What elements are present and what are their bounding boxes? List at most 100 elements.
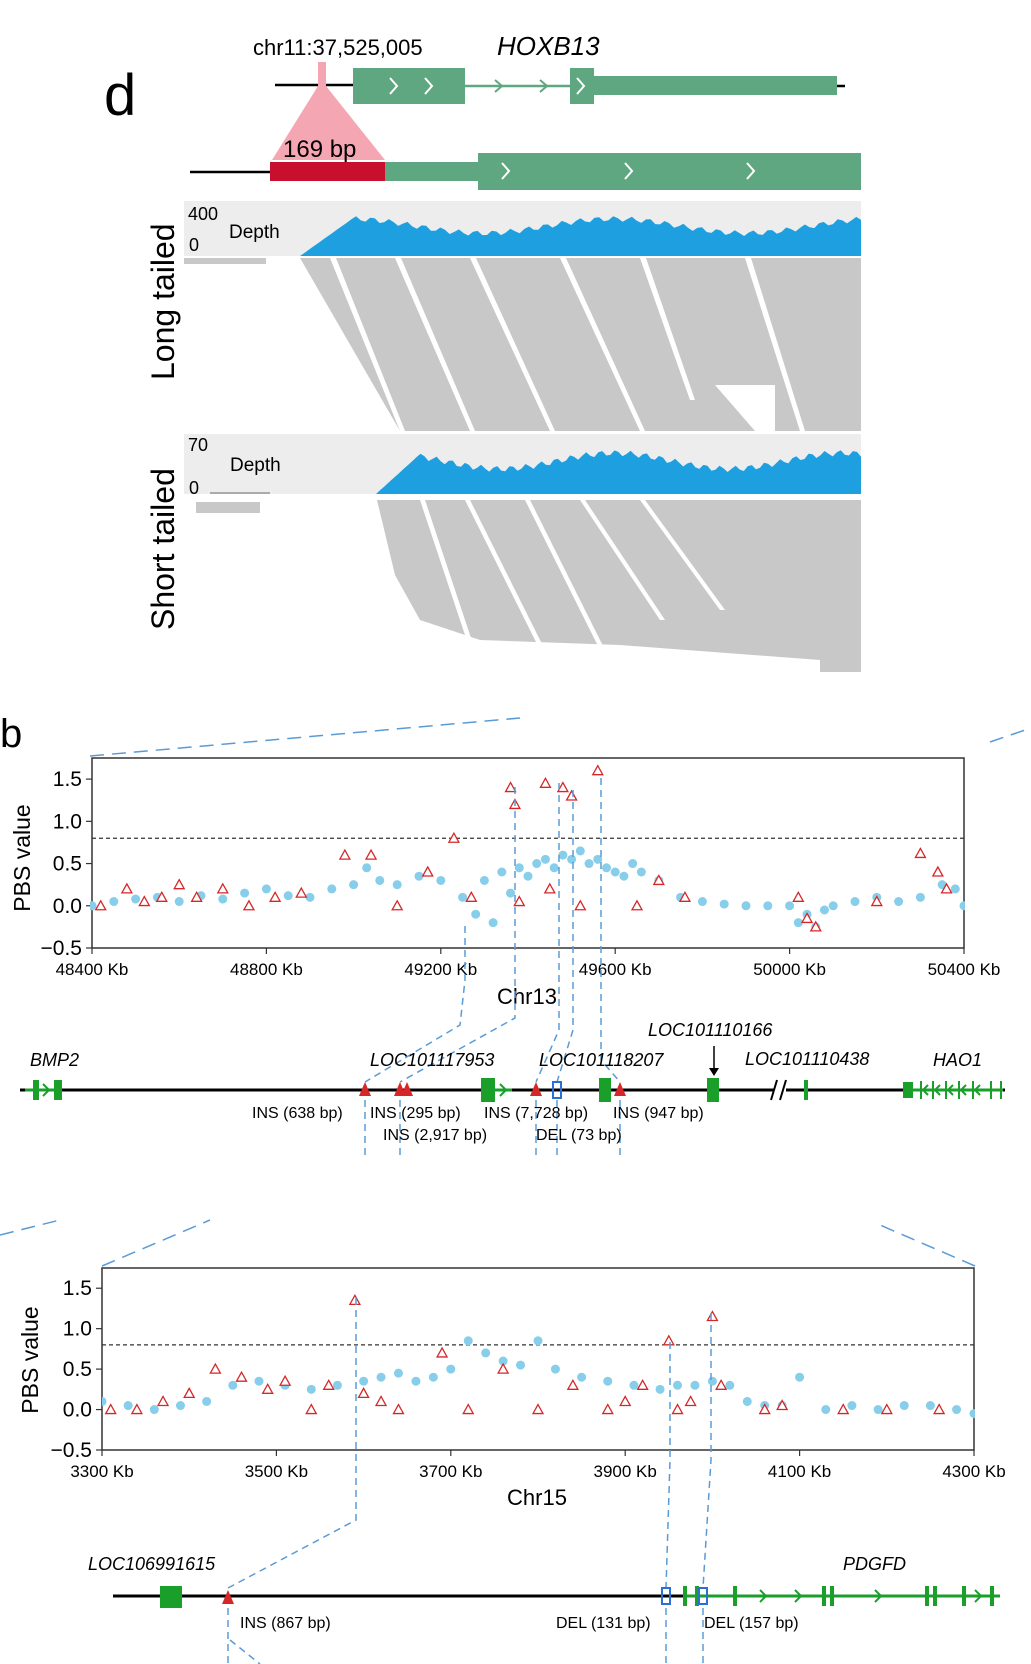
chr13-y-tick-label: 1.0 bbox=[53, 810, 82, 833]
loc106991615-exon bbox=[160, 1586, 182, 1608]
chr13-sv-point bbox=[269, 890, 282, 902]
strand-arrow-icon bbox=[974, 1589, 983, 1603]
exon-1 bbox=[353, 68, 465, 104]
read-gap bbox=[395, 258, 475, 431]
chr13-snp-point bbox=[506, 888, 516, 898]
long-depth-coverage bbox=[300, 216, 861, 256]
short-tailed-track: 70 0 Depth Short tailed bbox=[145, 434, 861, 672]
long-depth-min: 0 bbox=[189, 235, 199, 255]
chr15-sv-point bbox=[322, 1378, 335, 1390]
chr13-x-tick-label: 49600 Kb bbox=[579, 960, 652, 979]
chr15-sv-point bbox=[662, 1334, 675, 1346]
zoom-guide-line bbox=[89, 717, 521, 757]
loc101117953-exon bbox=[481, 1078, 495, 1102]
chr13-snp-point bbox=[497, 867, 507, 877]
zoom-guide-line bbox=[879, 1224, 976, 1267]
bmp2-exon bbox=[33, 1080, 39, 1100]
insertion-expansion-wedge bbox=[272, 86, 385, 160]
chr13-sv-point bbox=[556, 781, 569, 793]
chr15-sv-connector-lines bbox=[227, 1298, 712, 1664]
chr13-plot-frame bbox=[91, 757, 965, 949]
chr13-y-tick-label: −0.5 bbox=[41, 937, 82, 960]
loc101110438-exon bbox=[804, 1080, 808, 1100]
hao1-exon bbox=[1000, 1081, 1002, 1099]
insertion-marker-icon bbox=[222, 1590, 234, 1604]
chr13-snp-point bbox=[549, 863, 559, 873]
loc101110438-gene-label: LOC101110438 bbox=[745, 1049, 869, 1069]
chr13-x-axis-label: Chr13 bbox=[497, 984, 557, 1009]
strand-arrow-icon bbox=[494, 79, 504, 93]
chr13-snp-point bbox=[375, 875, 385, 885]
deletion-marker-icon bbox=[698, 1587, 708, 1605]
chr15-sv-point bbox=[671, 1403, 684, 1415]
sv-label-ins-638: INS (638 bp) bbox=[252, 1105, 343, 1122]
chr15-x-tick-label: 4100 Kb bbox=[768, 1462, 831, 1481]
long-read-gap-hole bbox=[715, 385, 775, 431]
chr15-sv-point bbox=[104, 1403, 117, 1415]
chr15-sv-point bbox=[435, 1346, 449, 1358]
sv-label-ins-867: INS (867 bp) bbox=[240, 1615, 331, 1632]
exon-1-coding bbox=[478, 153, 861, 190]
chr15-y-tick-label: 0.0 bbox=[63, 1399, 92, 1422]
strand-arrow-icon bbox=[874, 1589, 883, 1603]
chr15-y-tick-label: −0.5 bbox=[51, 1439, 92, 1462]
chr15-sv-point bbox=[880, 1403, 893, 1415]
chr13-snp-point bbox=[174, 897, 184, 907]
chr15-snp-point bbox=[306, 1384, 316, 1394]
chr15-x-tick-label: 4300 Kb bbox=[942, 1462, 1005, 1481]
chr13-snp-point bbox=[488, 918, 498, 928]
loc106991615-gene-label: LOC106991615 bbox=[88, 1554, 216, 1574]
hao1-exon bbox=[972, 1081, 974, 1099]
chr13-x-tick-label: 49200 Kb bbox=[404, 960, 477, 979]
chr13-sv-point bbox=[504, 781, 517, 793]
long-reads-left-cluster bbox=[184, 258, 266, 264]
chr15-snp-point bbox=[228, 1380, 238, 1390]
zoom-guide-line bbox=[989, 727, 1031, 743]
chr13-sv-point bbox=[216, 882, 229, 894]
chr15-snp-point bbox=[603, 1376, 613, 1386]
chr13-y-tick-label: 1.5 bbox=[53, 768, 82, 791]
chr15-snp-point bbox=[102, 1396, 107, 1406]
exon-arrow-icon bbox=[424, 77, 434, 95]
deletion-marker-icon bbox=[552, 1081, 562, 1099]
chr13-sv-point bbox=[931, 865, 944, 877]
chr15-sv-point bbox=[130, 1403, 143, 1415]
chr13-snp-point bbox=[362, 863, 372, 873]
chr15-plot-frame bbox=[101, 1267, 975, 1451]
exon-2 bbox=[570, 68, 594, 104]
sv-label-ins-2917: INS (2,917 bp) bbox=[383, 1127, 487, 1144]
hao1-exon bbox=[932, 1081, 934, 1099]
chr13-snp-point bbox=[628, 859, 638, 869]
chr13-sv-point bbox=[138, 895, 151, 907]
connector-line bbox=[535, 783, 560, 1083]
reference-gene-model bbox=[275, 62, 845, 104]
short-read-gaps bbox=[420, 500, 725, 650]
pdgfd-exon bbox=[830, 1586, 834, 1606]
chr13-sv-point bbox=[242, 899, 256, 911]
chr13-snp-point bbox=[436, 875, 446, 885]
chr15-snp-point bbox=[123, 1401, 133, 1411]
chr15-y-tick-label: 0.5 bbox=[63, 1358, 92, 1381]
chr15-snp-point bbox=[952, 1405, 962, 1415]
chr15-sv-point bbox=[279, 1374, 292, 1386]
pdgfd-exon bbox=[695, 1586, 699, 1606]
long-depth-max: 400 bbox=[188, 204, 218, 224]
short-depth-left-trace bbox=[210, 492, 270, 494]
short-tailed-label: Short tailed bbox=[145, 468, 181, 630]
chr13-snp-point bbox=[479, 875, 489, 885]
chr15-sv-point bbox=[776, 1399, 789, 1411]
chr13-sv-point bbox=[543, 882, 556, 894]
insertion-marker-icon bbox=[530, 1082, 542, 1096]
hao1-exon bbox=[990, 1081, 992, 1099]
chr13-x-tick-label: 48400 Kb bbox=[56, 960, 129, 979]
exon-arrow-icon bbox=[576, 77, 586, 95]
chr13-x-tick-label: 48800 Kb bbox=[230, 960, 303, 979]
chr13-snp-point bbox=[218, 894, 228, 904]
long-tailed-track: 400 0 Depth Long tailed bbox=[145, 201, 861, 431]
chr13-snp-point bbox=[959, 901, 965, 911]
panel-d: d chr11:37,525,005 HOXB13 169 bp bbox=[104, 31, 861, 672]
chr13-snp-point bbox=[261, 884, 271, 894]
chr15-x-tick-label: 3300 Kb bbox=[70, 1462, 133, 1481]
chr13-snp-point bbox=[593, 854, 603, 864]
pdgfd-exon bbox=[962, 1586, 966, 1606]
